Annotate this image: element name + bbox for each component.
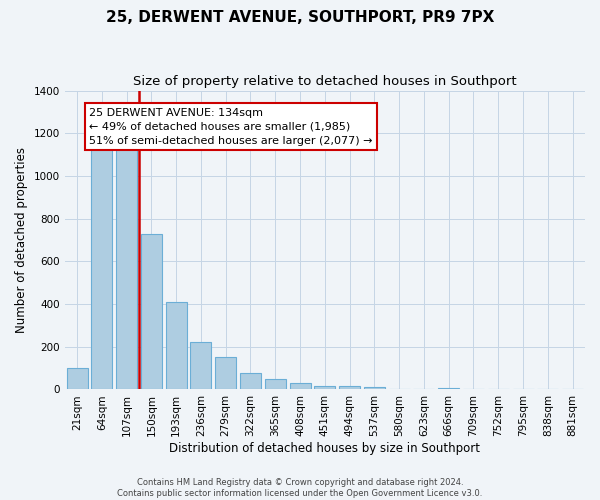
Bar — [190, 342, 211, 390]
Bar — [364, 388, 385, 390]
Bar — [166, 302, 187, 390]
Y-axis label: Number of detached properties: Number of detached properties — [15, 147, 28, 333]
Bar — [240, 374, 261, 390]
Text: 25 DERWENT AVENUE: 134sqm
← 49% of detached houses are smaller (1,985)
51% of se: 25 DERWENT AVENUE: 134sqm ← 49% of detac… — [89, 108, 373, 146]
Bar — [67, 368, 88, 390]
Bar — [215, 358, 236, 390]
Bar — [116, 144, 137, 390]
X-axis label: Distribution of detached houses by size in Southport: Distribution of detached houses by size … — [169, 442, 481, 455]
Bar — [314, 386, 335, 390]
Title: Size of property relative to detached houses in Southport: Size of property relative to detached ho… — [133, 75, 517, 88]
Text: Contains HM Land Registry data © Crown copyright and database right 2024.
Contai: Contains HM Land Registry data © Crown c… — [118, 478, 482, 498]
Bar — [290, 383, 311, 390]
Text: 25, DERWENT AVENUE, SOUTHPORT, PR9 7PX: 25, DERWENT AVENUE, SOUTHPORT, PR9 7PX — [106, 10, 494, 25]
Bar — [265, 379, 286, 390]
Bar — [91, 144, 112, 390]
Bar — [141, 234, 162, 390]
Bar — [438, 388, 459, 390]
Bar — [339, 386, 360, 390]
